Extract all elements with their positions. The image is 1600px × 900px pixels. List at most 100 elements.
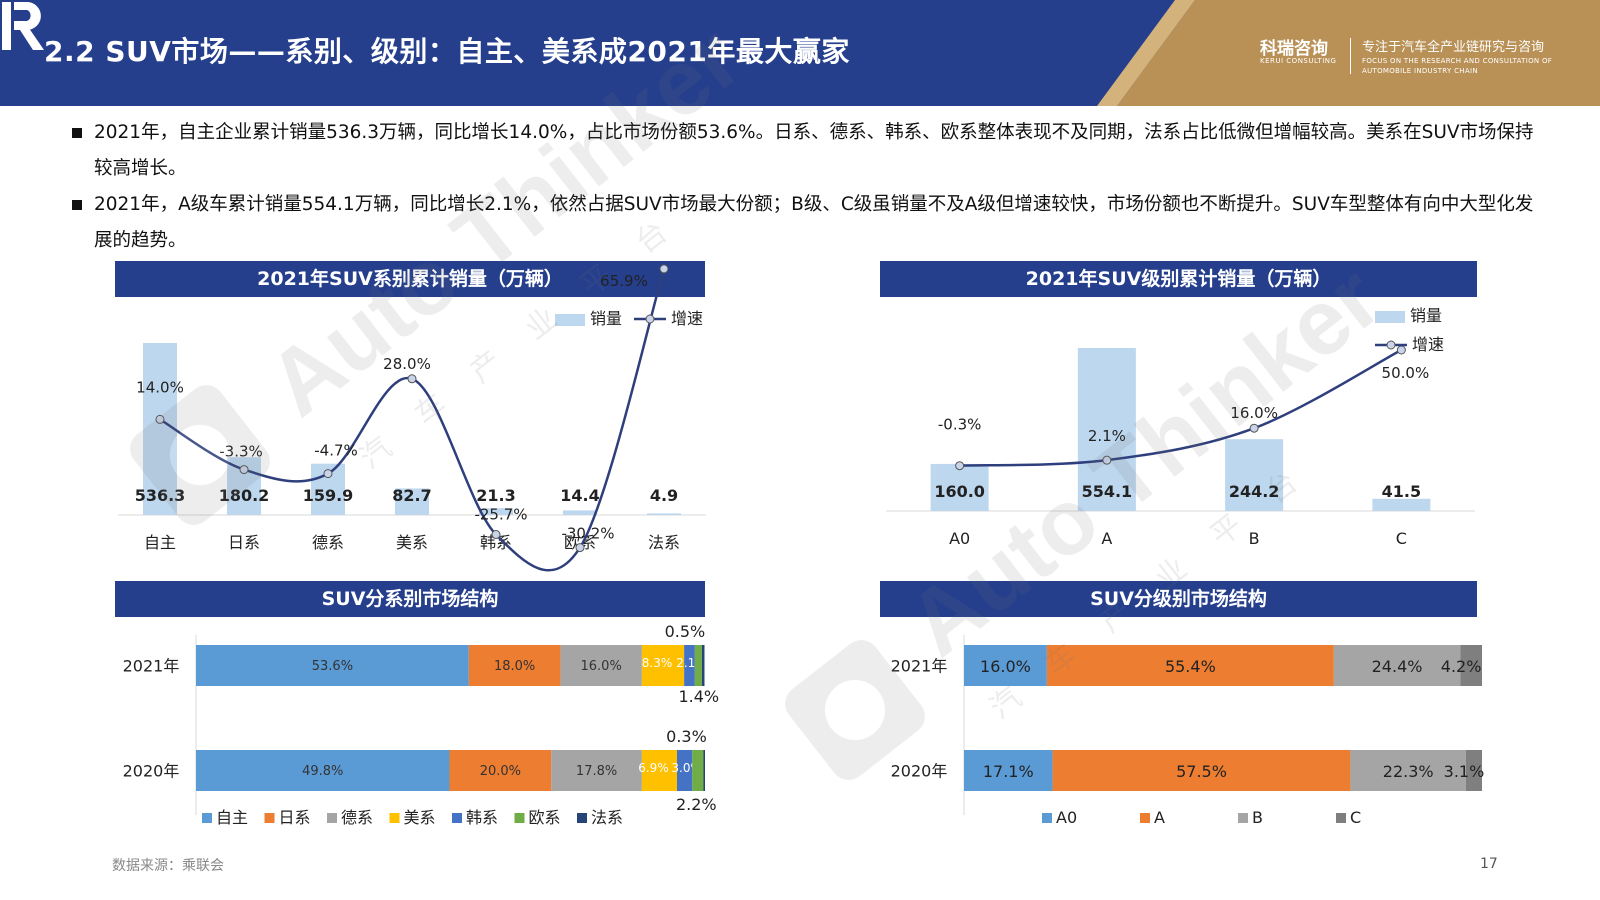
legend-label: 增速 (1412, 335, 1444, 354)
segment-label: 1.4% (678, 687, 719, 706)
y-tick-label: 2020年 (891, 762, 948, 781)
legend-label: 销量 (590, 309, 622, 328)
segment-label: 0.3% (666, 727, 707, 746)
bar-sales (930, 463, 989, 511)
growth-point (155, 414, 165, 424)
chart-title-class-sales: 2021年SUV级别累计销量（万辆） (880, 261, 1477, 297)
y-tick-label: 2021年 (123, 657, 180, 676)
stack-segment (196, 750, 450, 791)
stack-segment (641, 645, 685, 686)
brand-name: 科瑞咨询 (1260, 39, 1328, 59)
segment-label: 8.3% (642, 656, 673, 670)
legend-label: 德系 (341, 808, 373, 827)
bar-sales (395, 488, 429, 515)
legend-label: B (1252, 808, 1263, 827)
brand-name-en: KERUI CONSULTING (1260, 57, 1337, 65)
bar-sales (143, 343, 177, 515)
bullet-point: 2021年，自主企业累计销量536.3万辆，同比增长14.0%，占比市场份额53… (72, 115, 1542, 187)
stack-segment (1350, 750, 1466, 791)
segment-label: 16.0% (581, 659, 622, 674)
stack-segment (1460, 645, 1482, 686)
bar-value-label: 159.9 (303, 486, 354, 505)
header-background (0, 0, 1600, 106)
growth-label: -0.3% (938, 416, 982, 434)
bar-value-label: 21.3 (476, 486, 515, 505)
stack-segment (694, 645, 702, 686)
bar-sales (479, 508, 513, 515)
legend-swatch (577, 813, 587, 823)
growth-point (659, 264, 669, 274)
segment-label: 2.2% (676, 795, 717, 814)
bar-value-label: 160.0 (934, 482, 985, 501)
x-tick-label: 自主 (144, 533, 176, 552)
bar-sales (647, 513, 681, 515)
legend-label: 美系 (404, 808, 436, 827)
stack-segment (1333, 645, 1461, 686)
x-tick-label: 德系 (312, 533, 344, 552)
bar-sales (1077, 348, 1136, 511)
legend-swatch (1336, 813, 1346, 823)
stack-segment (684, 645, 695, 686)
legend-swatch (264, 813, 275, 823)
legend-swatch (1238, 813, 1248, 823)
legend-label: A0 (1056, 808, 1077, 827)
stack-segment (551, 750, 642, 791)
legend-swatch (1042, 813, 1052, 823)
legend-swatch (514, 813, 525, 823)
segment-label: 55.4% (1165, 657, 1216, 676)
stack-segment (449, 750, 552, 791)
x-tick-label: 法系 (648, 533, 680, 552)
legend-swatch-sales (1375, 311, 1405, 323)
y-tick-label: 2021年 (891, 657, 948, 676)
x-tick-label: 欧系 (564, 533, 596, 552)
bar-value-label: 244.2 (1229, 482, 1280, 501)
legend-label: 法系 (591, 808, 623, 827)
segment-label: 16.0% (980, 657, 1031, 676)
stack-segment (1465, 750, 1482, 791)
growth-point (1102, 455, 1112, 465)
legend-swatch (1140, 813, 1150, 823)
segment-label: 24.4% (1372, 657, 1423, 676)
growth-label: 14.0% (136, 378, 184, 396)
bullet-point: 2021年，A级车累计销量554.1万辆，同比增长2.1%，依然占据SUV市场最… (72, 187, 1542, 259)
bar-value-label: 82.7 (392, 486, 431, 505)
source-note: 数据来源：乘联会 (112, 858, 224, 874)
segment-label: 17.8% (576, 764, 617, 779)
bullet-text: 2021年，A级车累计销量554.1万辆，同比增长2.1%，依然占据SUV市场最… (94, 194, 1534, 251)
bullet-square-icon (72, 128, 82, 138)
legend-label: 欧系 (529, 808, 561, 827)
bar-value-label: 14.4 (560, 486, 599, 505)
legend-swatch (389, 813, 400, 823)
legend-marker-growth (645, 314, 655, 324)
growth-label: 2.1% (1088, 427, 1126, 445)
growth-label: 28.0% (383, 355, 431, 373)
x-tick-label: B (1249, 529, 1260, 548)
x-tick-label: C (1396, 529, 1407, 548)
growth-line (159, 268, 666, 572)
stack-segment (1046, 645, 1334, 686)
growth-label: 16.0% (1230, 404, 1278, 422)
x-tick-label: A (1101, 529, 1112, 548)
stack-segment (641, 750, 678, 791)
segment-label: 22.3% (1383, 762, 1434, 781)
header-banner: 2.2 SUV市场——系别、级别：自主、美系成2021年最大赢家 科瑞咨询 KE… (0, 0, 1600, 106)
bullet-text: 2021年，自主企业累计销量536.3万辆，同比增长14.0%，占比市场份额53… (94, 122, 1534, 179)
growth-point (1249, 423, 1259, 433)
segment-label: 53.6% (312, 659, 353, 674)
legend-swatch (202, 813, 212, 823)
stack-segment (677, 750, 693, 791)
stack-segment (964, 645, 1047, 686)
segment-label: 49.8% (302, 764, 343, 779)
bar-value-label: 180.2 (219, 486, 270, 505)
stack-segment (964, 750, 1053, 791)
stack-segment (560, 645, 642, 686)
bar-sales (563, 510, 597, 515)
segment-label: 18.0% (494, 659, 535, 674)
segment-label: 57.5% (1176, 762, 1227, 781)
growth-point (407, 374, 417, 384)
stack-segment (692, 750, 704, 791)
bar-sales (1225, 439, 1284, 511)
stack-segment (468, 645, 561, 686)
stack-segment (703, 750, 705, 791)
brand-tagline-en: FOCUS ON THE RESEARCH AND CONSULTATION O… (1362, 57, 1553, 75)
